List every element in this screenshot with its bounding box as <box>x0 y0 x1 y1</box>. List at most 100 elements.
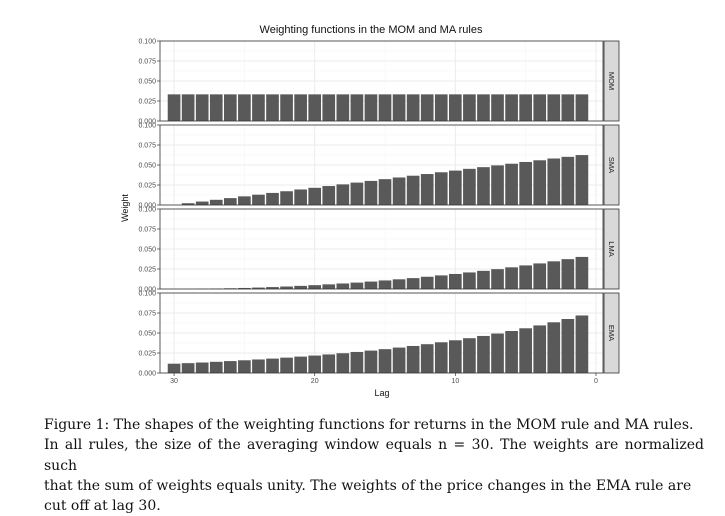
bar-sma-lag-11 <box>435 172 448 205</box>
bar-mom-lag-3 <box>547 94 560 121</box>
bar-sma-lag-10 <box>449 171 462 205</box>
bar-ema-lag-9 <box>463 338 476 373</box>
y-tick-label-sma-2: 0.050 <box>138 163 156 170</box>
bar-lma-lag-10 <box>449 274 462 289</box>
y-tick-label-sma-4: 0.100 <box>138 123 156 130</box>
bar-lma-lag-8 <box>477 271 490 289</box>
bar-mom-lag-20 <box>308 94 321 121</box>
bar-sma-lag-12 <box>421 174 434 205</box>
strip-label-ema: EMA <box>607 325 616 341</box>
caption-line-4: cut off at lag 30. <box>44 496 704 516</box>
y-tick-label-lma-4: 0.100 <box>138 207 156 214</box>
bar-ema-lag-3 <box>547 322 560 373</box>
bar-ema-lag-22 <box>280 358 293 373</box>
bar-ema-lag-28 <box>196 363 209 373</box>
bar-sma-lag-6 <box>505 164 518 205</box>
bar-sma-lag-9 <box>463 169 476 205</box>
bar-lma-lag-13 <box>407 278 420 289</box>
x-tick-label-3: 0 <box>594 378 598 385</box>
bar-mom-lag-4 <box>533 94 546 121</box>
bar-mom-lag-10 <box>449 94 462 121</box>
bar-mom-lag-26 <box>224 94 237 121</box>
bar-sma-lag-23 <box>266 193 279 205</box>
bar-sma-lag-7 <box>491 165 504 205</box>
bar-lma-lag-3 <box>547 261 560 289</box>
bar-sma-lag-15 <box>379 179 392 205</box>
bar-lma-lag-18 <box>337 283 350 289</box>
bar-ema-lag-16 <box>365 351 378 373</box>
y-tick-label-mom-1: 0.025 <box>138 99 156 106</box>
bar-sma-lag-1 <box>576 155 589 205</box>
bar-lma-lag-1 <box>576 257 589 289</box>
bar-mom-lag-27 <box>210 94 223 121</box>
strip-label-lma: LMA <box>607 241 616 256</box>
bar-ema-lag-18 <box>337 353 350 373</box>
bar-ema-lag-24 <box>252 359 265 373</box>
bar-ema-lag-17 <box>351 352 364 373</box>
bar-ema-lag-10 <box>449 340 462 373</box>
y-tick-label-ema-1: 0.025 <box>138 351 156 358</box>
x-tick-label-2: 10 <box>451 378 459 385</box>
bar-sma-lag-4 <box>533 160 546 205</box>
strip-label-sma: SMA <box>607 157 616 173</box>
y-tick-label-mom-2: 0.050 <box>138 79 156 86</box>
bar-sma-lag-8 <box>477 167 490 205</box>
bar-mom-lag-25 <box>238 94 251 121</box>
bar-lma-lag-5 <box>519 265 532 289</box>
bar-mom-lag-24 <box>252 94 265 121</box>
bar-sma-lag-25 <box>238 196 251 205</box>
bar-ema-lag-8 <box>477 336 490 373</box>
chart-figure: Weighting functions in the MOM and MA ru… <box>0 0 725 410</box>
bar-lma-lag-11 <box>435 275 448 289</box>
x-tick-label-0: 30 <box>170 378 178 385</box>
y-tick-label-ema-4: 0.100 <box>138 291 156 298</box>
bar-lma-lag-16 <box>365 282 378 289</box>
bar-sma-lag-3 <box>547 159 560 205</box>
y-tick-label-lma-3: 0.075 <box>138 227 156 234</box>
bar-mom-lag-1 <box>576 94 589 121</box>
bar-ema-lag-14 <box>393 348 406 373</box>
chart-title: Weighting functions in the MOM and MA ru… <box>260 24 483 36</box>
caption-line-2: In all rules, the size of the averaging … <box>44 435 704 476</box>
bar-sma-lag-28 <box>196 202 209 205</box>
bar-mom-lag-21 <box>294 94 307 121</box>
bar-mom-lag-2 <box>562 94 575 121</box>
bar-mom-lag-5 <box>519 94 532 121</box>
strip-label-mom: MOM <box>607 72 616 90</box>
x-axis-label: Lag <box>374 388 389 398</box>
bar-ema-lag-15 <box>379 349 392 373</box>
bar-sma-lag-19 <box>322 186 335 205</box>
bar-ema-lag-1 <box>576 315 589 373</box>
bar-sma-lag-13 <box>407 176 420 205</box>
bar-mom-lag-22 <box>280 94 293 121</box>
bar-ema-lag-6 <box>505 331 518 373</box>
bar-ema-lag-5 <box>519 328 532 373</box>
bar-mom-lag-17 <box>351 94 364 121</box>
bar-mom-lag-19 <box>322 94 335 121</box>
bar-sma-lag-16 <box>365 181 378 205</box>
bar-ema-lag-23 <box>266 359 279 373</box>
bar-mom-lag-14 <box>393 94 406 121</box>
bar-mom-lag-16 <box>365 94 378 121</box>
bar-sma-lag-26 <box>224 198 237 205</box>
bar-ema-lag-4 <box>533 325 546 373</box>
y-tick-label-sma-1: 0.025 <box>138 183 156 190</box>
bar-ema-lag-29 <box>182 363 195 373</box>
x-tick-label-1: 20 <box>311 378 319 385</box>
bar-sma-lag-20 <box>308 188 321 205</box>
bar-mom-lag-6 <box>505 94 518 121</box>
bar-ema-lag-20 <box>308 356 321 373</box>
bar-ema-lag-21 <box>294 357 307 373</box>
bar-mom-lag-18 <box>337 94 350 121</box>
bar-ema-lag-27 <box>210 362 223 373</box>
y-tick-label-ema-2: 0.050 <box>138 331 156 338</box>
y-tick-label-ema-3: 0.075 <box>138 311 156 318</box>
caption-line-1: Figure 1: The shapes of the weighting fu… <box>44 415 704 435</box>
y-tick-label-mom-3: 0.075 <box>138 59 156 66</box>
bar-ema-lag-7 <box>491 334 504 373</box>
bar-lma-lag-21 <box>294 286 307 289</box>
